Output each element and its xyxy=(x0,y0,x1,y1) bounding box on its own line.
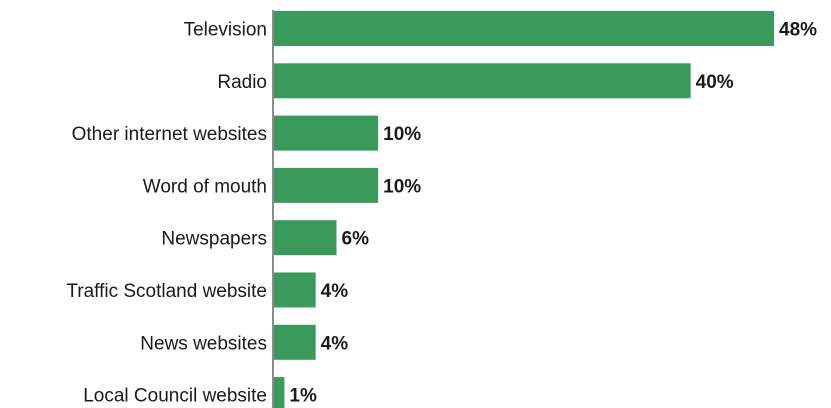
bar-4 xyxy=(274,220,337,256)
value-label-7: 1% xyxy=(289,386,317,407)
category-label-6: News websites xyxy=(140,333,267,354)
value-label-1: 40% xyxy=(696,72,734,93)
value-label-0: 48% xyxy=(779,20,817,41)
category-label-1: Radio xyxy=(217,72,267,93)
bar-2 xyxy=(274,115,379,151)
value-label-4: 6% xyxy=(342,229,370,250)
bars-group xyxy=(274,11,774,408)
bar-7 xyxy=(274,377,285,408)
category-labels-group: Television Radio Other internet websites Wo… xyxy=(66,20,267,407)
bar-1 xyxy=(274,63,691,99)
bar-5 xyxy=(274,272,316,308)
category-label-2: Other internet websites xyxy=(72,124,267,145)
value-labels-group: 48% 40% 10% 10% 6% 4% 4% 1% xyxy=(289,20,817,407)
bar-0 xyxy=(274,11,774,46)
value-label-5: 4% xyxy=(321,281,349,302)
bar-6 xyxy=(274,324,316,360)
category-label-0: Television xyxy=(184,20,267,41)
category-label-3: Word of mouth xyxy=(143,176,267,197)
category-label-5: Traffic Scotland website xyxy=(66,281,267,302)
category-label-4: Newspapers xyxy=(161,229,267,250)
value-label-2: 10% xyxy=(383,124,421,145)
bar-3 xyxy=(274,167,379,203)
category-label-7: Local Council website xyxy=(83,386,267,407)
value-label-6: 4% xyxy=(321,333,349,354)
value-label-3: 10% xyxy=(383,176,421,197)
